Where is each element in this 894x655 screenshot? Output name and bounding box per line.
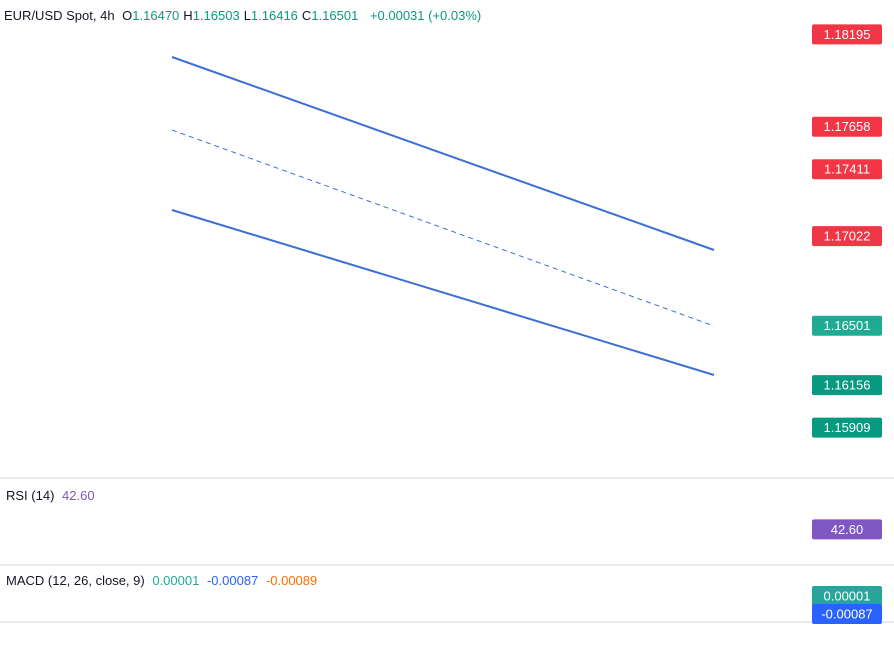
ohlc-values: O1.16470 H1.16503 L1.16416 C1.16501: [122, 8, 362, 23]
macd-signal-value: -0.00089: [265, 573, 318, 588]
macd-title: MACD (12, 26, close, 9): [6, 573, 145, 588]
ohlc-key: H: [183, 8, 193, 23]
rsi-label: 42.60: [831, 522, 864, 537]
level-label-box: [812, 159, 882, 180]
level-label-box: [812, 417, 882, 438]
level-label: 1.18195: [824, 27, 871, 42]
level-label-box: [812, 315, 882, 336]
level-label: 1.17411: [824, 162, 870, 177]
channel-lower: [171, 209, 715, 376]
symbol-title: EUR/USD Spot, 4h: [4, 8, 115, 23]
rsi-value: 42.60: [62, 488, 95, 503]
level-label: 1.17022: [824, 229, 871, 244]
ohlc-key: O: [122, 8, 133, 23]
ohlc-key: C: [301, 8, 312, 23]
level-label-box: [812, 24, 882, 45]
rsi-label-box: [812, 519, 882, 540]
ohlc-key: L: [243, 8, 251, 23]
macd-hist-label-box: [812, 586, 882, 606]
label-layer: 1.18195 1.17658 1.17411 1.17022 1.16501 1.161…: [812, 24, 882, 624]
ohlc-value: 1.16503: [192, 8, 240, 23]
macd-line-label-box: [812, 604, 882, 624]
level-label: 1.17658: [824, 119, 871, 134]
macd-hist-label: 0.00001: [824, 588, 871, 603]
level-label: 1.16156: [824, 378, 871, 393]
level-label-box: [812, 226, 882, 247]
macd-legend: MACD (12, 26, close, 9) 0.00001 -0.00087…: [6, 573, 321, 588]
channel-mid: [171, 129, 715, 327]
macd-line-label: -0.00087: [821, 606, 872, 621]
rsi-title: RSI (14): [6, 488, 55, 503]
level-label: 1.16501: [824, 318, 871, 333]
ohlc-value: 1.16416: [250, 8, 298, 23]
level-label-box: [812, 116, 882, 137]
macd-hist-value: 0.00001: [152, 573, 200, 588]
price-change: +0.00031 (+0.03%): [369, 8, 482, 23]
ohlc-value: 1.16501: [311, 8, 359, 23]
level-label: 1.15909: [824, 420, 871, 435]
ohlc-value: 1.16470: [132, 8, 180, 23]
macd-line-value: -0.00087: [206, 573, 259, 588]
rsi-legend: RSI (14) 42.60: [6, 488, 99, 503]
level-label-box: [812, 375, 882, 396]
price-legend: EUR/USD Spot, 4h O1.16470 H1.16503 L1.1641…: [4, 8, 486, 23]
channel-upper: [171, 56, 715, 251]
